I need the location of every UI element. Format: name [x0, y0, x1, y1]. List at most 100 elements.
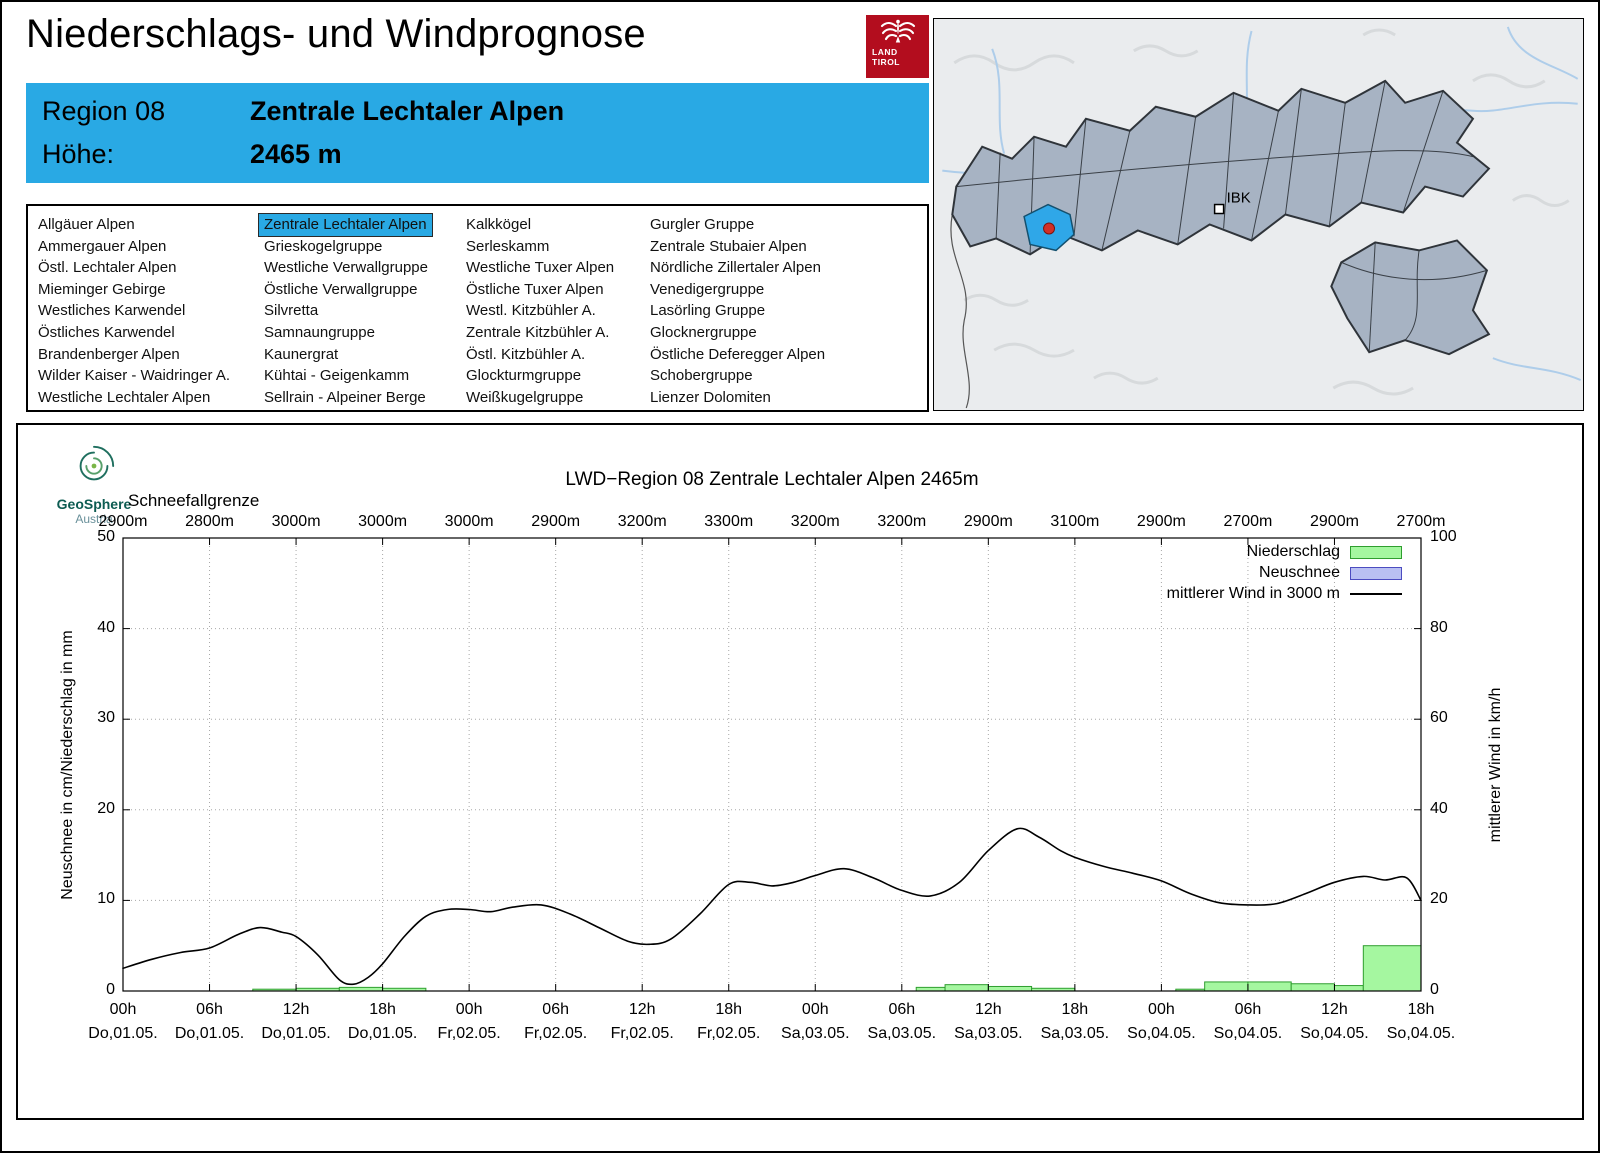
region-item[interactable]: Brandenberger Alpen	[38, 345, 180, 363]
snowline-value: 3200m	[617, 513, 667, 530]
region-item[interactable]: Glockturmgruppe	[466, 367, 582, 385]
region-item[interactable]: Östl. Lechtaler Alpen	[38, 259, 177, 277]
region-item[interactable]: Kühtai - Geigenkamm	[264, 367, 410, 385]
region-item[interactable]: Glocknergruppe	[650, 323, 757, 341]
region-value: Zentrale Lechtaler Alpen	[250, 96, 565, 126]
legend-swatch-snow	[1350, 566, 1402, 580]
x-tick-date-label: Do,01.05.	[88, 1025, 158, 1042]
region-item[interactable]: Allgäuer Alpen	[38, 216, 135, 233]
region-header-box: Region 08 Zentrale Lechtaler Alpen Höhe: 2…	[26, 83, 929, 183]
region-item[interactable]: Weißkugelgruppe	[466, 388, 584, 406]
legend-row: mittlerer Wind in 3000 m	[1167, 585, 1402, 603]
legend-label: Niederschlag	[1246, 543, 1340, 560]
region-item[interactable]: Ammergauer Alpen	[38, 237, 167, 255]
region-item[interactable]: Östliche Deferegger Alpen	[650, 345, 826, 363]
region-item[interactable]: Zentrale Stubaier Alpen	[650, 237, 807, 255]
map-north-tirol	[951, 79, 1491, 256]
region-list-box: Allgäuer Alpen Ammergauer Alpen Östl. Lech…	[26, 204, 929, 412]
region-item[interactable]: Mieminger Gebirge	[38, 280, 166, 298]
snowline-value: 3000m	[271, 513, 321, 530]
region-item[interactable]: Silvretta	[264, 302, 319, 320]
map-district-boundaries	[956, 80, 1474, 255]
snowline-value: 2900m	[1136, 513, 1186, 530]
x-tick-date-label: Sa,03.05.	[867, 1025, 937, 1042]
y-axis-label-right: mittlerer Wind in km/h	[1487, 687, 1504, 843]
region-item[interactable]: Lienzer Dolomiten	[650, 388, 771, 406]
region-item[interactable]: Wilder Kaiser - Waidringer A.	[38, 367, 230, 385]
tirol-map[interactable]: IBK	[933, 18, 1584, 411]
region-item[interactable]: Westliche Verwallgruppe	[264, 259, 428, 277]
region-item[interactable]: Nördliche Zillertaler Alpen	[650, 259, 821, 277]
plot-border	[122, 537, 1422, 992]
precipitation-bar	[1333, 985, 1364, 992]
x-tick-time-label: 12h	[282, 1001, 310, 1018]
region-item[interactable]: Westliche Tuxer Alpen	[466, 259, 615, 277]
region-column: Allgäuer Alpen Ammergauer Alpen Östl. Lech…	[38, 214, 264, 408]
x-tick-time-label: 00h	[801, 1001, 829, 1018]
region-item[interactable]: Schobergruppe	[650, 367, 753, 385]
legend-label: mittlerer Wind in 3000 m	[1166, 585, 1340, 602]
precipitation-bar	[944, 984, 989, 992]
region-item[interactable]: Westliches Karwendel	[38, 302, 186, 320]
region-item-selected[interactable]: Zentrale Lechtaler Alpen	[258, 213, 433, 237]
legend-row: Neuschnee	[1259, 564, 1402, 582]
snowline-value: 3200m	[877, 513, 927, 530]
region-list: Allgäuer Alpen Ammergauer Alpen Östl. Lech…	[38, 213, 927, 408]
region-item[interactable]: Westl. Kitzbühler A.	[466, 302, 596, 320]
snowline-value: 2700m	[1223, 513, 1273, 530]
y-right-tick-label: 40	[1430, 799, 1448, 817]
region-header-row: Region 08 Zentrale Lechtaler Alpen	[42, 96, 564, 127]
region-item[interactable]: Östliche Tuxer Alpen	[466, 280, 604, 298]
snowline-value: 2900m	[98, 513, 148, 530]
snowline-value: 3000m	[444, 513, 494, 530]
x-tick-date-label: Sa,03.05.	[781, 1025, 850, 1042]
y-left-tick-label: 40	[97, 618, 115, 636]
region-item[interactable]: Venedigergruppe	[650, 280, 765, 298]
geosphere-name: GeoSphere	[56, 496, 132, 512]
chart-panel: GeoSphere Austria LWD−Region 08 Zentrale…	[16, 423, 1584, 1120]
region-item[interactable]: Östl. Kitzbühler A.	[466, 345, 586, 363]
region-item[interactable]: Westliche Lechtaler Alpen	[38, 388, 211, 406]
map-state-border	[950, 214, 970, 409]
region-item[interactable]: Östliches Karwendel	[38, 323, 175, 341]
region-column: Gurgler Gruppe Zentrale Stubaier Alpen Nör…	[650, 214, 927, 408]
region-item[interactable]: Kaunergrat	[264, 345, 339, 363]
x-tick-time-label: 12h	[1321, 1001, 1348, 1018]
x-tick-date-label: So,04.05.	[1300, 1025, 1369, 1042]
region-item[interactable]: Lasörling Gruppe	[650, 302, 766, 320]
snowline-value: 2800m	[185, 513, 234, 530]
map-terrain-shading	[953, 28, 1570, 396]
x-tick-time-label: 00h	[1148, 1001, 1175, 1018]
snowline-value: 3200m	[790, 513, 840, 530]
x-tick-date-label: Sa,03.05.	[954, 1025, 1023, 1042]
x-tick-time-label: 00h	[109, 1001, 137, 1018]
y-left-tick-label: 50	[97, 528, 115, 545]
x-tick-date-label: So,04.05.	[1127, 1025, 1196, 1042]
y-left-tick-label: 20	[97, 799, 115, 817]
tirol-map-svg: IBK	[934, 19, 1583, 410]
region-item[interactable]: Gurgler Gruppe	[650, 216, 755, 233]
snowline-value: 3300m	[704, 513, 754, 530]
legend-label: Neuschnee	[1259, 564, 1340, 581]
precipitation-bar	[1290, 983, 1335, 992]
region-item[interactable]: Serleskamm	[466, 237, 550, 255]
altitude-header-row: Höhe: 2465 m	[42, 139, 342, 170]
region-item[interactable]: Sellrain - Alpeiner Berge	[264, 388, 426, 406]
x-tick-time-label: 06h	[1234, 1001, 1262, 1018]
region-item[interactable]: Grieskogelgruppe	[264, 237, 383, 255]
snowline-value: 2900m	[1309, 513, 1359, 530]
region-item[interactable]: Zentrale Kitzbühler A.	[466, 323, 610, 341]
x-tick-date-label: Do,01.05.	[347, 1025, 418, 1042]
region-item[interactable]: Östliche Verwallgruppe	[264, 280, 418, 298]
y-axis-label-left: Neuschnee in cm/Niederschlag in mm	[59, 630, 76, 900]
region-item[interactable]: Kalkkögel	[466, 216, 532, 233]
legend-swatch-wind	[1350, 593, 1402, 595]
region-item[interactable]: Samnaungruppe	[264, 323, 375, 341]
x-tick-time-label: 12h	[974, 1001, 1002, 1018]
land-tirol-line2: TIROL	[872, 56, 900, 67]
chart-legend: Niederschlag Neuschnee mittlerer Wind in 3…	[1167, 543, 1402, 603]
precipitation-bar	[1204, 981, 1249, 992]
land-tirol-line1: LAND	[872, 47, 898, 57]
map-city-label: IBK	[1227, 190, 1251, 207]
